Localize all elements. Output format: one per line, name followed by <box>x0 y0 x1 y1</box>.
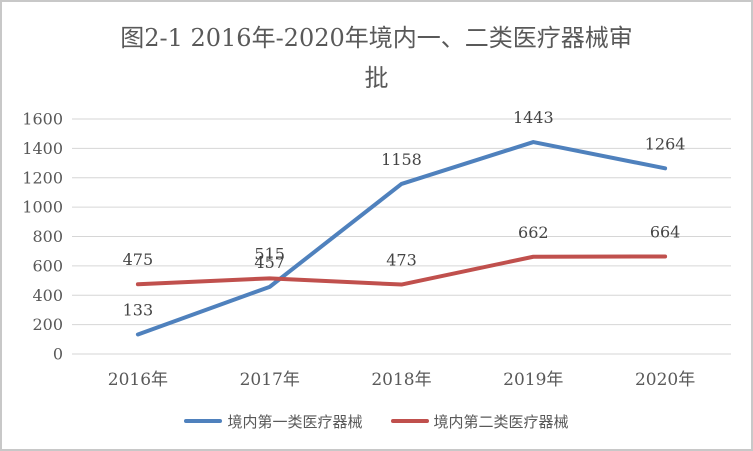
data-label-series-1: 1158 <box>381 150 422 169</box>
data-label-series-1: 133 <box>123 300 154 319</box>
data-label-series-2: 662 <box>518 223 549 242</box>
data-label-series-1: 457 <box>254 253 285 272</box>
y-axis-label: 1000 <box>22 198 63 217</box>
legend-line-swatch <box>184 419 223 423</box>
legend-line-swatch <box>390 419 429 423</box>
legend-label: 境内第一类医疗器械 <box>227 412 363 431</box>
y-axis-label: 200 <box>32 315 63 334</box>
data-label-series-2: 475 <box>123 250 154 269</box>
data-label-series-1: 1264 <box>645 134 686 153</box>
y-axis-label: 1200 <box>22 168 63 187</box>
chart-title-line-1: 图2-1 2016年-2020年境内一、二类医疗器械审 <box>120 24 633 52</box>
y-axis-label: 400 <box>32 286 63 305</box>
x-axis-label: 2018年 <box>371 370 431 390</box>
data-label-series-1: 1443 <box>513 108 554 127</box>
legend-item-2: 境内第二类医疗器械 <box>390 411 569 432</box>
y-axis-label: 0 <box>53 345 63 364</box>
x-axis-label: 2016年 <box>108 370 168 390</box>
legend-item-1: 境内第一类医疗器械 <box>184 411 363 432</box>
y-axis-label: 800 <box>32 227 63 246</box>
legend-label: 境内第二类医疗器械 <box>433 412 569 431</box>
chart-title: 图2-1 2016年-2020年境内一、二类医疗器械审 批 <box>2 18 751 98</box>
chart-title-line-2: 批 <box>364 64 389 92</box>
x-axis-label: 2017年 <box>240 370 300 390</box>
data-label-series-2: 515 <box>254 244 285 263</box>
series-line-1 <box>135 140 668 337</box>
data-label-series-2: 664 <box>650 222 681 241</box>
series-line-2 <box>135 254 668 287</box>
y-axis-label: 600 <box>32 256 63 275</box>
x-axis-label: 2019年 <box>503 370 563 390</box>
y-axis-label: 1400 <box>22 139 63 158</box>
chart-legend: 境内第一类医疗器械 境内第二类医疗器械 <box>2 408 751 434</box>
y-axis-label: 1600 <box>22 110 63 129</box>
x-axis-label: 2020年 <box>635 370 695 390</box>
data-label-series-2: 473 <box>386 251 417 270</box>
